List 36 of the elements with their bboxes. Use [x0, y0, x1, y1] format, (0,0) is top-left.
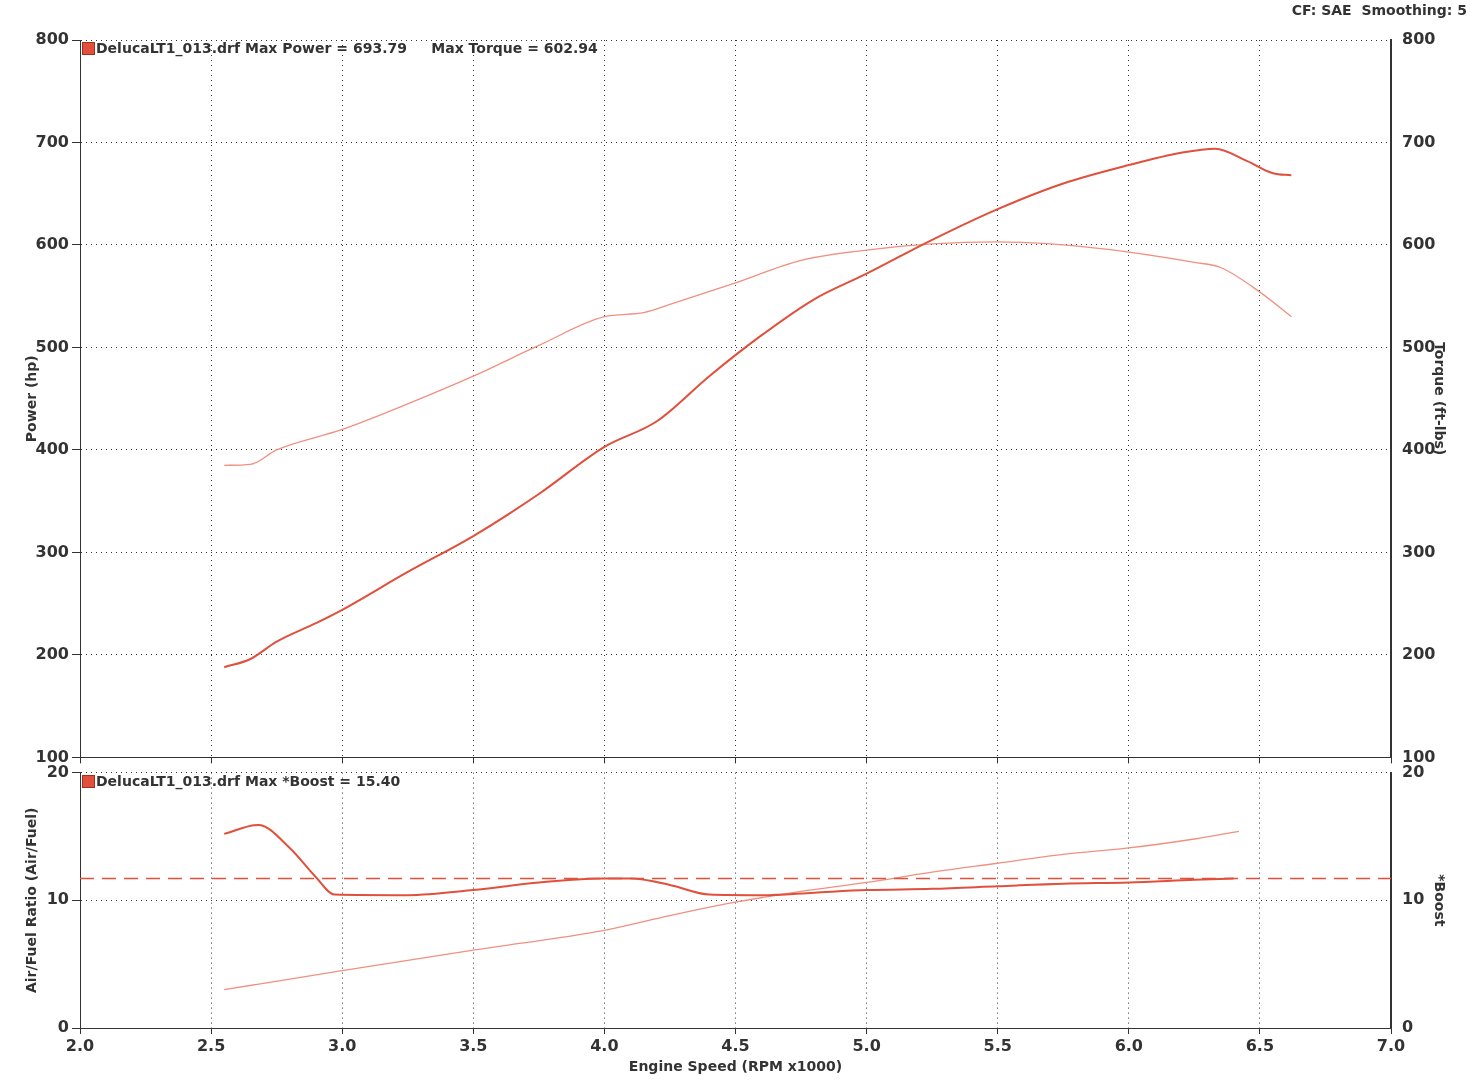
y2-tick-label: 600 [1402, 234, 1436, 254]
y2-tick-label: 700 [1402, 131, 1436, 151]
y-tick-label: 0 [57, 1017, 69, 1037]
x-axis-title: Engine Speed (RPM x1000) [628, 1058, 843, 1075]
y2-tick-label: 200 [1402, 644, 1436, 664]
x-tick-label: 5.5 [983, 1035, 1012, 1055]
y-tick-label: 500 [35, 336, 69, 356]
annotation: DelucaLT1_013.drf Max Power = 693.79 Max Torque = 602.94 [96, 40, 598, 56]
y-tick-label: 700 [35, 131, 69, 151]
x-tick-label: 4.5 [721, 1035, 750, 1055]
x-tick-label: 6.5 [1245, 1035, 1275, 1055]
y-tick-label: 600 [35, 234, 69, 254]
y2-tick-label: 300 [1402, 541, 1436, 561]
x-tick-label: 7.0 [1376, 1035, 1406, 1055]
y-tick-label: 300 [35, 541, 69, 561]
x-tick-label: 3.5 [459, 1035, 488, 1055]
x-tick-label: 4.0 [590, 1035, 619, 1055]
x-tick-label: 3.0 [328, 1035, 357, 1055]
y-tick-label: 10 [46, 889, 69, 909]
x-tick-label: 2.0 [65, 1035, 95, 1055]
x-tick-label: 5.0 [852, 1035, 881, 1055]
y2-axis-title: *Boost [1431, 874, 1448, 927]
line-series [223, 241, 1293, 466]
y2-tick-label: 0 [1402, 1017, 1414, 1037]
x-tick-label: 6.0 [1114, 1035, 1143, 1055]
text: CF: SAE Smoothing: 5 [1291, 2, 1467, 18]
line-series [223, 830, 1240, 991]
annotation: DelucaLT1_013.drf Max *Boost = 15.40 [96, 772, 401, 789]
y-tick-label: 800 [35, 29, 69, 49]
y2-tick-label: 400 [1402, 439, 1436, 459]
y2-tick-label: 800 [1402, 29, 1436, 49]
y-axis-title: Air/Fuel Ratio (Air/Fuel) [23, 807, 40, 994]
y2-tick-label: 10 [1402, 889, 1425, 909]
x-tick-label: 2.5 [196, 1035, 226, 1055]
y-tick-label: 200 [35, 644, 69, 664]
line-series [223, 147, 1293, 669]
